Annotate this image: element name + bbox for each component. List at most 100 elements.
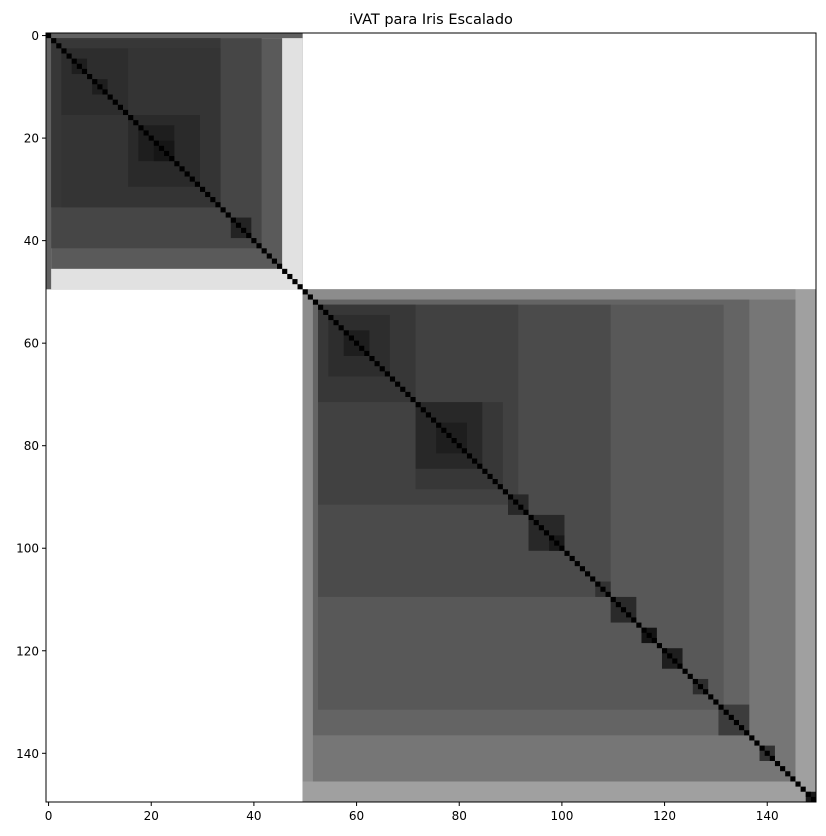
diagonal-cell (256, 243, 262, 249)
diagonal-cell (523, 509, 529, 515)
diagonal-cell (564, 550, 570, 556)
diagonal-cell (667, 653, 673, 659)
x-tick-label: 140 (756, 809, 779, 823)
diagonal-cell (441, 427, 447, 433)
diagonal-cell (384, 371, 390, 377)
plot-frame (45, 32, 817, 803)
diagonal-cell (805, 791, 811, 797)
chart-title: iVAT para Iris Escalado (349, 12, 513, 28)
diagonal-cell (466, 453, 473, 459)
diagonal-cell (749, 735, 755, 741)
diagonal-cell (672, 658, 678, 664)
diagonal-cell (241, 227, 247, 233)
diagonal-cell (184, 171, 190, 177)
diagonal-cell (461, 448, 467, 454)
diagonal-cell (87, 74, 93, 80)
x-tick-label: 80 (452, 809, 467, 823)
diagonal-cell (487, 473, 493, 480)
diagonal-cell (374, 361, 380, 367)
diagonal-cell (810, 796, 816, 802)
diagonal-cell (389, 376, 396, 382)
diagonal-cell (574, 561, 580, 567)
diagonal-cell (246, 232, 252, 239)
y-tick-label: 80 (24, 439, 39, 453)
diagonal-cell (456, 443, 462, 449)
diagonal-cell (400, 386, 406, 392)
diagonal-cell (107, 94, 113, 100)
diagonal-cell (687, 673, 693, 679)
diagonal-cell (446, 432, 452, 439)
diagonal-cell (76, 63, 82, 69)
x-tick-label: 40 (246, 809, 261, 823)
diagonal-cell (133, 120, 139, 126)
diagonal-cell (261, 248, 267, 254)
diagonal-cell (338, 325, 344, 331)
diagonal-cell (662, 648, 668, 654)
diagonal-cell (333, 320, 339, 326)
diagonal-cell (482, 468, 488, 474)
diagonal-cell (158, 145, 165, 151)
heatmap-cells (46, 33, 817, 802)
diagonal-cell (569, 555, 575, 562)
diagonal-cell (759, 745, 765, 751)
diagonal-cell (508, 494, 514, 500)
diagonal-cell (266, 253, 272, 259)
diagonal-cell (800, 786, 806, 792)
diagonal-cell (287, 273, 293, 280)
diagonal-cell (210, 197, 216, 203)
diagonal-cell (641, 627, 647, 633)
x-tick-label: 0 (45, 809, 53, 823)
diagonal-cell (354, 340, 360, 346)
diagonal-cell (123, 109, 129, 116)
diagonal-cell (420, 407, 426, 413)
diagonal-cell (179, 166, 185, 172)
diagonal-cell (215, 202, 221, 208)
diagonal-cell (497, 484, 503, 490)
diagonal-cell (277, 263, 283, 269)
diagonal-cell (744, 730, 750, 736)
diagonal-cell (492, 479, 498, 485)
diagonal-cell (220, 207, 226, 213)
y-axis: 0 20 40 60 80 100 120 140 (16, 29, 46, 761)
diagonal-cell (169, 156, 175, 162)
diagonal-cell (513, 499, 519, 505)
diagonal-cell (328, 314, 334, 321)
diagonal-cell (164, 150, 170, 157)
diagonal-cell (410, 396, 416, 403)
diagonal-cell (692, 678, 698, 685)
diagonal-cell (302, 289, 308, 295)
diagonal-cell (143, 130, 149, 136)
diagonal-cell (271, 258, 277, 264)
diagonal-cell (682, 668, 688, 674)
diagonal-cell (307, 294, 313, 300)
diagonal-cell (600, 586, 606, 592)
diagonal-cell (230, 217, 236, 223)
diagonal-cell (502, 489, 508, 495)
y-tick-label: 20 (24, 132, 39, 146)
diagonal-cell (348, 335, 354, 341)
diagonal-cell (318, 304, 324, 310)
diagonal-cell (646, 632, 652, 638)
diagonal-cell (774, 760, 781, 767)
diagonal-cell (677, 663, 683, 669)
diagonal-cell (282, 268, 288, 274)
diagonal-cell (379, 366, 385, 372)
diagonal-cell (92, 79, 98, 85)
diagonal-cell (708, 694, 714, 700)
diagonal-cell (554, 540, 560, 546)
diagonal-cell (425, 412, 431, 418)
diagonal-cell (754, 740, 760, 746)
y-tick-label: 120 (16, 644, 39, 658)
diagonal-cell (518, 504, 524, 510)
diagonal-cell (636, 622, 642, 628)
x-axis: 0 20 40 60 80 100 120 140 (45, 802, 779, 823)
diagonal-cell (102, 89, 108, 95)
diagonal-cell (780, 766, 786, 772)
diagonal-cell (138, 125, 144, 131)
diagonal-cell (533, 520, 539, 526)
diagonal-cell (595, 581, 601, 587)
diagonal-cell (585, 571, 591, 577)
diagonal-cell (590, 576, 596, 582)
diagonal-cell (549, 535, 555, 541)
